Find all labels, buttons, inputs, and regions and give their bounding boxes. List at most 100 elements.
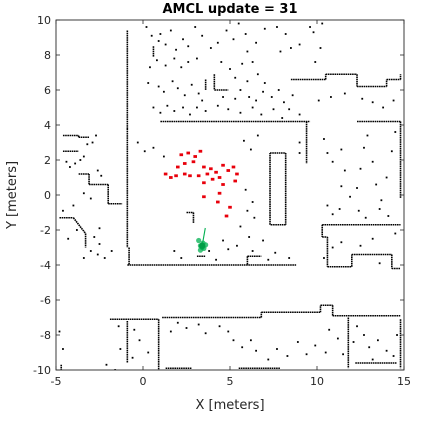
scan-point: [193, 155, 197, 158]
map-point: [356, 325, 358, 328]
map-point: [164, 64, 167, 67]
map-point: [296, 341, 299, 343]
map-point: [314, 344, 317, 347]
map-point: [119, 348, 122, 350]
map-point: [209, 47, 212, 49]
map-point: [377, 339, 379, 342]
map-point: [243, 139, 245, 142]
map-point: [359, 167, 362, 170]
map-point: [105, 363, 108, 366]
scan-point: [169, 176, 173, 179]
map-point: [305, 353, 308, 356]
map-point: [225, 29, 228, 32]
map-point: [222, 239, 224, 242]
map-point: [197, 92, 200, 95]
map-point: [368, 346, 371, 349]
map-point: [156, 59, 158, 62]
y-tick-label: -2: [40, 224, 51, 237]
map-point: [371, 101, 374, 104]
map-point: [298, 141, 301, 144]
map-point: [98, 227, 101, 230]
x-tick-label: 0: [140, 375, 147, 388]
map-point: [176, 87, 179, 90]
x-tick-label: 15: [397, 375, 411, 388]
map-point: [290, 47, 292, 49]
map-point: [100, 174, 103, 177]
robot-position: [198, 242, 206, 249]
map-point: [114, 369, 117, 370]
map-point: [75, 229, 78, 231]
y-tick-label: 6: [44, 84, 51, 97]
map-point: [204, 110, 207, 112]
map-point: [364, 216, 367, 219]
map-point: [201, 99, 204, 102]
map-point: [159, 111, 162, 114]
y-tick-label: 2: [44, 154, 51, 167]
map-point: [180, 257, 183, 259]
x-axis-ticks: -5 0 5 10 15: [51, 20, 411, 388]
map-point: [201, 34, 204, 37]
map-point: [283, 101, 285, 104]
map-point: [157, 85, 160, 88]
map-point: [190, 83, 193, 86]
map-point: [357, 209, 360, 212]
map-point: [79, 159, 82, 161]
map-point: [196, 57, 198, 60]
y-tick-label: 10: [37, 14, 51, 27]
scan-point: [186, 151, 191, 155]
map-point: [279, 50, 282, 53]
scan-point: [198, 149, 203, 153]
map-point: [317, 99, 320, 102]
map-point: [262, 239, 264, 242]
map-point: [323, 138, 325, 140]
map-point: [394, 232, 397, 235]
scan-point: [174, 174, 178, 178]
map-point: [378, 262, 381, 265]
x-tick-label: -5: [51, 375, 62, 388]
map-point: [133, 328, 136, 331]
map-point: [267, 258, 270, 261]
map-point: [249, 148, 252, 151]
map-point: [241, 346, 244, 349]
map-point: [342, 353, 344, 356]
map-point: [363, 334, 365, 336]
map-point: [363, 146, 365, 149]
map-point: [143, 150, 146, 153]
map-point: [286, 355, 289, 357]
map-point: [246, 50, 249, 53]
map-point: [263, 27, 266, 30]
y-tick-label: -4: [40, 259, 51, 272]
map-point: [234, 76, 237, 79]
map-point: [291, 94, 294, 97]
map-point: [272, 108, 275, 111]
map-point: [246, 80, 249, 83]
scan-point: [228, 205, 232, 209]
map-point: [173, 110, 176, 112]
map-point: [276, 348, 278, 350]
map-point: [241, 62, 244, 65]
map-point: [338, 208, 341, 210]
map-point: [215, 258, 217, 261]
map-point: [183, 94, 186, 97]
scan-point: [202, 195, 206, 199]
map-point: [62, 209, 64, 212]
map-point: [227, 330, 230, 333]
map-point: [319, 47, 322, 49]
map-point: [326, 152, 329, 154]
map-point: [82, 192, 85, 195]
map-point: [65, 160, 68, 163]
map-point: [91, 141, 94, 144]
map-point: [239, 89, 242, 91]
map-point: [131, 356, 134, 359]
map-point: [74, 162, 77, 165]
scan-point: [182, 162, 187, 165]
map-wall: [72, 217, 87, 234]
map-point: [394, 131, 397, 133]
map-point: [136, 141, 139, 144]
map-point: [256, 73, 259, 76]
scan-point: [163, 172, 168, 176]
map-point: [189, 113, 191, 116]
scan-point: [202, 165, 206, 169]
map-point: [159, 33, 162, 35]
